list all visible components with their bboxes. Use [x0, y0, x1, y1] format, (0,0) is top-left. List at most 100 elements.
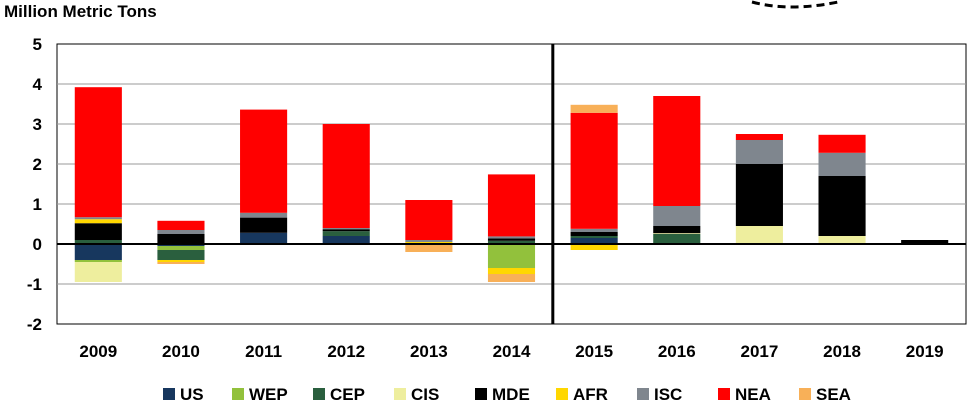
legend-swatch-mde	[475, 388, 487, 400]
legend-swatch-wep	[232, 388, 244, 400]
bar-segment-mde-2015	[570, 232, 618, 236]
bar-segment-isc-2018	[818, 152, 866, 176]
x-tick-label: 2013	[410, 342, 448, 361]
legend-label-cep: CEP	[330, 385, 365, 404]
bar-segment-nea-2009	[74, 87, 122, 218]
decorative-ellipse	[751, 0, 839, 9]
x-tick-label: 2012	[327, 342, 365, 361]
x-tick-label: 2015	[575, 342, 613, 361]
y-axis-title: Million Metric Tons	[4, 2, 157, 21]
bar-segment-cep-2014	[487, 240, 536, 244]
y-tick-label: 1	[33, 195, 42, 214]
bar-segment-cep-2010	[157, 250, 205, 260]
y-tick-label: 4	[33, 75, 43, 94]
bar-segment-nea-2017	[735, 134, 783, 140]
y-tick-label: -2	[27, 315, 42, 334]
bar-segment-afr-2010	[157, 260, 205, 262]
bar-segment-nea-2012	[322, 124, 370, 228]
x-tick-label: 2019	[906, 342, 944, 361]
bar-segment-cep-2012	[322, 231, 370, 236]
legend-swatch-isc	[637, 388, 649, 400]
bar-segment-cep-2015	[570, 236, 618, 238]
bar-segment-isc-2015	[570, 228, 618, 232]
bar-segment-cis-2018	[818, 236, 866, 244]
bar-segment-isc-2014	[487, 236, 536, 239]
bar-segment-cis-2009	[74, 262, 122, 282]
legend-swatch-cis	[394, 388, 406, 400]
legend-label-isc: ISC	[654, 385, 682, 404]
x-tick-labels: 2009 2010 2011 2012 2013 2014 2015 2016 2017 2018…	[79, 342, 943, 361]
legend-label-us: US	[180, 385, 204, 404]
x-tick-label: 2010	[162, 342, 200, 361]
legend-swatch-cep	[313, 388, 325, 400]
y-tick-label: 2	[33, 155, 42, 174]
bar-segment-mde-2014	[487, 238, 536, 241]
legend-swatch-nea	[718, 388, 730, 400]
y-tick-labels: 5 4 3 2 1 0 -1 -2	[27, 35, 43, 334]
x-tick-label: 2016	[658, 342, 696, 361]
bar-segment-isc-2012	[322, 228, 370, 230]
bar-segment-mde-2017	[735, 164, 783, 226]
bar-segment-wep-2014	[487, 244, 536, 268]
bar-segment-wep-2010	[157, 246, 205, 250]
bar-segment-cep-2009	[74, 240, 122, 244]
bar-segment-us-2015	[570, 238, 618, 244]
bar-segment-nea-2013	[405, 200, 453, 240]
bar-segment-mde-2019	[901, 240, 949, 244]
bar-segment-nea-2010	[157, 220, 205, 230]
bar-segment-wep-2009	[74, 260, 122, 262]
bar-segment-nea-2018	[818, 134, 866, 153]
bar-segment-mde-2018	[818, 176, 866, 236]
bars	[74, 87, 949, 282]
gridlines	[57, 83, 966, 285]
x-tick-label: 2014	[493, 342, 531, 361]
bar-segment-mde-2011	[240, 217, 288, 233]
legend-swatch-sea	[799, 388, 811, 400]
bar-segment-nea-2011	[240, 109, 288, 213]
bar-segment-mde-2012	[322, 229, 370, 232]
legend-label-afr: AFR	[573, 385, 608, 404]
bar-segment-afr-2009	[74, 219, 122, 224]
bar-segment-nea-2014	[487, 174, 536, 237]
bar-segment-mde-2016	[653, 226, 701, 234]
legend-swatch-us	[163, 388, 175, 400]
bar-segment-sea-2013	[405, 244, 453, 252]
bar-segment-nea-2015	[570, 112, 618, 229]
bar-segment-isc-2011	[240, 212, 288, 218]
bar-segment-afr-2015	[570, 244, 618, 250]
legend-label-wep: WEP	[249, 385, 288, 404]
legend-label-sea: SEA	[816, 385, 851, 404]
bar-segment-mde-2009	[74, 223, 122, 240]
bar-segment-us-2011	[240, 232, 288, 244]
x-tick-label: 2011	[245, 342, 282, 361]
bar-segment-isc-2009	[74, 217, 122, 220]
bar-segment-sea-2010	[157, 262, 205, 264]
bar-segment-mde-2010	[157, 234, 205, 244]
bar-segment-cis-2017	[735, 226, 783, 244]
legend-swatch-afr	[556, 388, 568, 400]
bar-segment-nea-2016	[653, 96, 701, 206]
bar-segment-isc-2017	[735, 140, 783, 164]
bar-segment-isc-2010	[157, 230, 205, 234]
bar-segment-sea-2015	[570, 104, 618, 113]
y-tick-label: 0	[33, 235, 42, 254]
x-tick-label: 2017	[740, 342, 778, 361]
bar-segment-afr-2014	[487, 268, 536, 274]
bar-segment-us-2012	[322, 236, 370, 244]
bar-segment-sea-2014	[487, 274, 536, 282]
y-tick-label: 5	[33, 35, 42, 54]
x-tick-label: 2018	[823, 342, 861, 361]
bar-segment-isc-2016	[653, 206, 701, 226]
bar-segment-cis-2016	[653, 233, 701, 234]
bar-segment-cep-2016	[653, 234, 701, 244]
y-tick-label: -1	[27, 275, 42, 294]
legend-label-mde: MDE	[492, 385, 530, 404]
legend: US WEP CEP CIS MDE AFR ISC NEA SEA	[163, 385, 851, 404]
bar-segment-us-2009	[74, 244, 122, 260]
legend-label-nea: NEA	[735, 385, 771, 404]
y-tick-label: 3	[33, 115, 42, 134]
x-tick-label: 2009	[79, 342, 117, 361]
legend-label-cis: CIS	[411, 385, 439, 404]
bar-segment-isc-2013	[405, 240, 453, 242]
